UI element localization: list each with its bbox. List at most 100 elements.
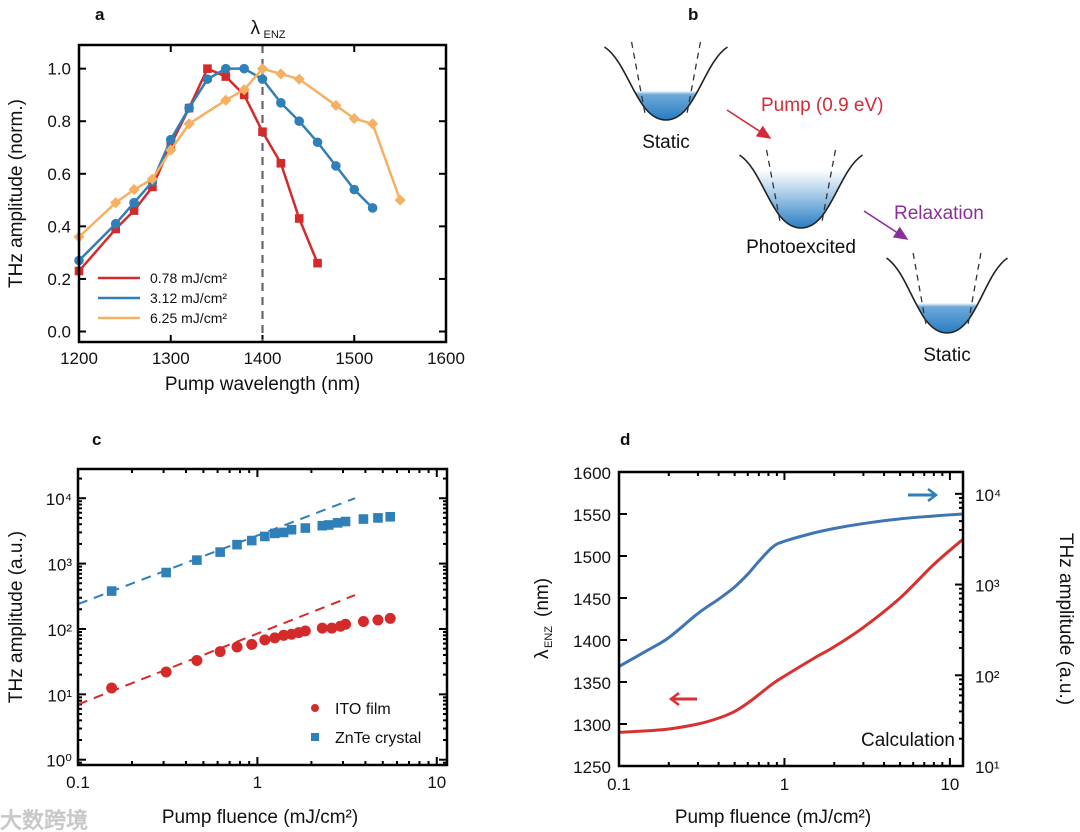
well-label: Static xyxy=(642,132,690,153)
data-point xyxy=(275,68,287,80)
data-point xyxy=(111,224,120,234)
relaxation-label: Relaxation xyxy=(894,203,984,224)
data-point xyxy=(323,520,334,530)
dashed-band xyxy=(912,252,928,328)
data-point xyxy=(385,511,396,522)
y-tick-label: 10⁰ xyxy=(46,752,72,771)
y-tick-label: 0.0 xyxy=(47,322,71,341)
data-point xyxy=(326,622,338,634)
x-tick-label: 1500 xyxy=(335,349,373,368)
data-point xyxy=(129,206,139,215)
data-point xyxy=(220,94,232,106)
data-point xyxy=(384,612,396,624)
data-point xyxy=(110,218,121,229)
y-tick-label: 10⁴ xyxy=(46,490,72,509)
chart-d: 0.1 1 10 1250 1300 1350 1400 1450 1500 1550 1600 10… xyxy=(532,464,1076,828)
x-axis-label: Pump fluence (mJ/cm²) xyxy=(675,807,871,828)
plot-frame xyxy=(77,43,448,344)
right-y-tick-label: 10² xyxy=(975,667,1000,686)
legend-label: 3.12 mJ/cm² xyxy=(150,290,227,306)
band-well xyxy=(739,154,863,229)
dashed-band xyxy=(686,41,702,115)
data-point xyxy=(146,173,158,185)
relaxation-arrow xyxy=(863,210,909,240)
data-point xyxy=(357,616,369,628)
data-point xyxy=(160,666,172,678)
data-point xyxy=(294,116,305,127)
legend-marker xyxy=(311,733,319,741)
data-point xyxy=(203,64,212,73)
legend-label: 0.78 mJ/cm² xyxy=(150,270,227,286)
x-axis-label: Pump fluence (mJ/cm²) xyxy=(162,807,358,828)
y-tick-label: 0.4 xyxy=(47,217,71,236)
data-point xyxy=(183,118,195,130)
data-point xyxy=(214,646,226,658)
data-point xyxy=(256,63,269,75)
electron-fill xyxy=(886,303,1008,333)
data-point xyxy=(286,524,297,535)
data-point xyxy=(317,520,328,531)
right-y-axis-label: THz amplitude (a.u.) xyxy=(1055,533,1076,705)
data-point xyxy=(106,586,117,596)
y-tick-label: 0.2 xyxy=(47,270,71,289)
data-point xyxy=(340,618,352,630)
data-point xyxy=(246,638,258,650)
left-y-tick-label: 1600 xyxy=(573,464,611,483)
data-point xyxy=(269,632,281,644)
data-point xyxy=(246,535,257,546)
data-point xyxy=(258,127,267,137)
electron-fill xyxy=(604,90,728,120)
enz-subscript: ENZ xyxy=(543,626,555,648)
data-point xyxy=(300,523,311,533)
diagram-b: Static Photoexcited Static Pump (0.9 eV) Rel… xyxy=(604,41,1008,366)
panel-label-d: d xyxy=(620,430,630,449)
data-point xyxy=(165,134,176,145)
data-point xyxy=(232,539,242,550)
y-tick-label: 10¹ xyxy=(47,686,72,705)
data-point xyxy=(239,63,249,74)
data-point xyxy=(293,73,305,85)
legend-label: ITO film xyxy=(335,701,391,718)
x-tick-label: 1200 xyxy=(60,349,98,368)
data-point xyxy=(332,518,343,528)
data-point xyxy=(231,641,243,653)
left-y-tick-label: 1500 xyxy=(573,548,611,567)
dashed-band xyxy=(966,252,982,328)
data-point xyxy=(373,513,383,523)
data-point xyxy=(340,516,351,527)
panel-label-b: b xyxy=(688,5,698,24)
legend-label: ZnTe crystal xyxy=(335,730,421,747)
chart-a: 1200 1300 1400 1500 1600 0.0 0.2 0.4 0.6 0.8 1.0 λ E… xyxy=(6,18,465,395)
left-y-tick-label: 1300 xyxy=(573,716,611,735)
data-point xyxy=(349,184,360,195)
y-tick-label: 0.6 xyxy=(47,165,71,184)
legend-label: 6.25 mJ/cm² xyxy=(150,310,227,326)
band-well xyxy=(604,46,728,121)
data-point xyxy=(238,84,250,96)
data-point xyxy=(316,622,328,634)
data-point xyxy=(106,682,118,694)
data-point xyxy=(110,197,122,209)
data-point xyxy=(192,555,202,565)
data-point xyxy=(259,634,271,646)
plot-frame xyxy=(617,470,965,768)
y-tick-label: 10² xyxy=(47,621,72,640)
right-y-tick-label: 10¹ xyxy=(975,758,1000,777)
data-point xyxy=(358,514,369,524)
data-point xyxy=(165,144,177,156)
enz-label: λ xyxy=(251,18,261,39)
pump-label: Pump (0.9 eV) xyxy=(761,95,884,116)
dashed-band xyxy=(765,149,781,223)
x-tick-label: 1 xyxy=(253,773,262,792)
panel-label-c: c xyxy=(92,430,101,449)
data-point xyxy=(331,161,341,171)
plot-frame xyxy=(76,467,449,767)
data-point xyxy=(278,527,289,538)
x-tick-label: 0.1 xyxy=(66,773,90,792)
data-point xyxy=(215,547,225,557)
calculation-annotation: Calculation xyxy=(861,730,955,751)
data-point xyxy=(330,99,342,112)
